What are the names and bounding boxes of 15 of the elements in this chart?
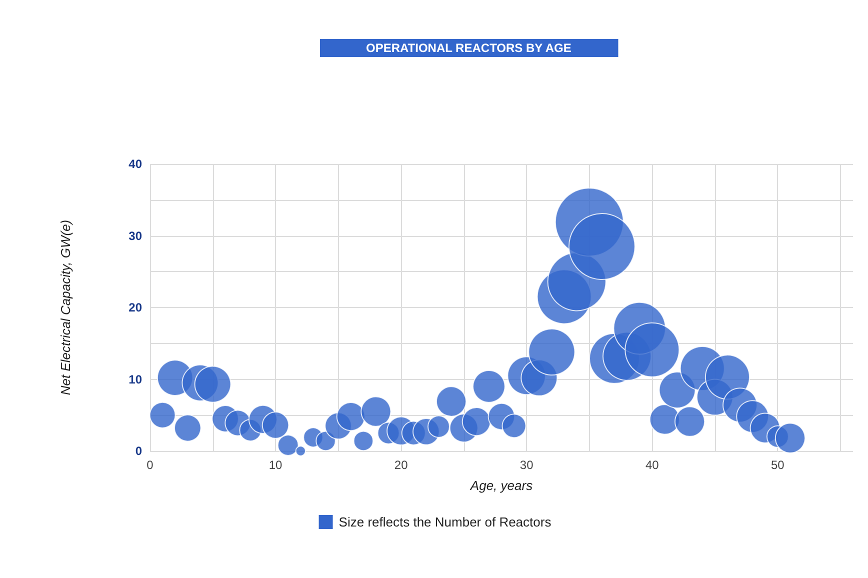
y-axis-title: Net Electrical Capacity, GW(e) — [58, 220, 73, 396]
x-tick-label: 40 — [645, 458, 660, 472]
x-axis-title: Age, years — [469, 478, 534, 493]
chart-title: OPERATIONAL REACTORS BY AGE — [366, 41, 572, 55]
y-tick-label: 20 — [128, 300, 142, 314]
y-tick-label: 0 — [135, 444, 142, 458]
x-tick-label: 20 — [394, 458, 408, 472]
x-tick-label: 0 — [146, 458, 154, 472]
legend-label: Size reflects the Number of Reactors — [338, 514, 552, 530]
x-tick-label: 30 — [520, 458, 534, 472]
y-tick-label: 40 — [128, 157, 142, 171]
x-tick-label: 50 — [771, 458, 785, 472]
x-tick-label: 10 — [268, 458, 283, 472]
y-tick-label: 30 — [128, 228, 142, 243]
y-tick-label: 10 — [128, 372, 142, 386]
